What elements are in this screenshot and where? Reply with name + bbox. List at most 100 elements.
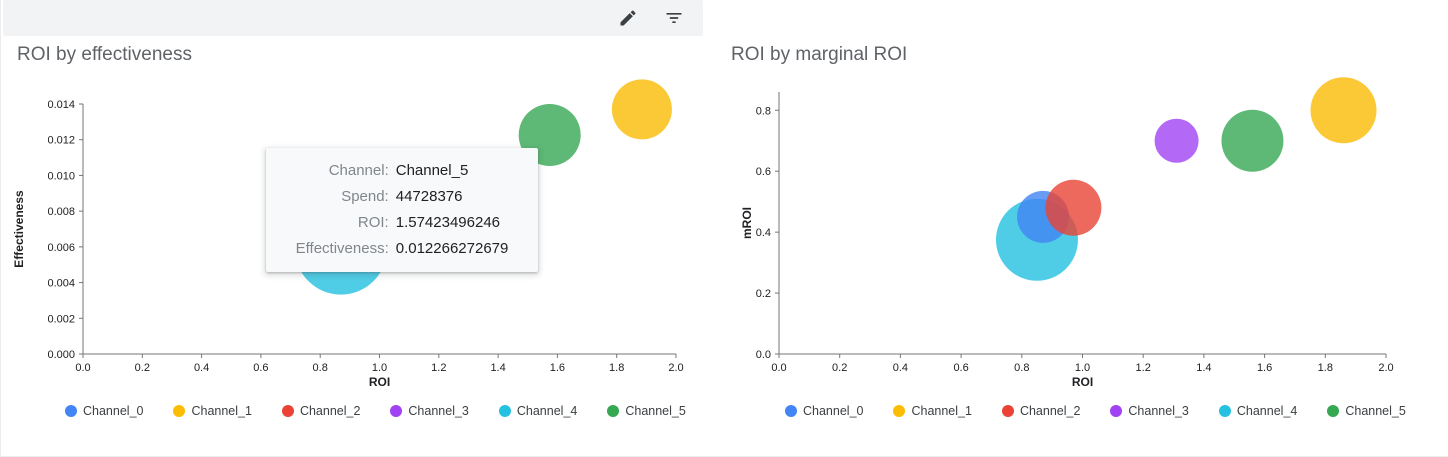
legend-item-Channel_5[interactable]: Channel_5	[607, 404, 686, 418]
legend-item-Channel_5[interactable]: Channel_5	[1327, 404, 1406, 418]
legend-label: Channel_2	[299, 404, 361, 418]
x-tick-label: 1.8	[1318, 362, 1333, 374]
x-tick-label: 1.6	[550, 362, 565, 374]
legend-label: Channel_5	[625, 404, 686, 418]
legend-item-Channel_3[interactable]: Channel_3	[1110, 404, 1189, 418]
legend-label: Channel_4	[516, 404, 578, 418]
x-tick-label: 2.0	[1378, 362, 1393, 374]
x-tick-label: 0.0	[75, 362, 90, 374]
x-tick-label: 1.0	[1075, 362, 1090, 374]
bubble-Channel_2[interactable]	[1045, 179, 1102, 236]
y-axis-label: mROI	[740, 207, 754, 239]
y-tick-label: 0.014	[47, 99, 75, 111]
tooltip-value: 0.012266272679	[395, 240, 509, 257]
legend-dot	[281, 405, 294, 417]
legend-dot	[1110, 405, 1123, 417]
edit-icon	[620, 10, 636, 26]
legend-item-Channel_1[interactable]: Channel_1	[893, 404, 972, 418]
legend-label: Channel_2	[1019, 404, 1081, 418]
filter-icon	[666, 13, 682, 23]
legend-item-Channel_0[interactable]: Channel_0	[785, 404, 863, 418]
x-tick-label: 1.8	[609, 362, 624, 374]
x-tick-label: 1.2	[431, 362, 446, 374]
x-tick-label: 0.0	[771, 362, 786, 374]
x-tick-label: 0.2	[832, 362, 847, 374]
y-tick-label: 0.004	[47, 278, 75, 290]
x-tick-label: 0.4	[194, 362, 209, 374]
bubble-Channel_3[interactable]	[1154, 118, 1199, 163]
legend-dot	[1327, 405, 1340, 417]
tooltip-value: 44728376	[395, 188, 463, 205]
x-tick-label: 0.6	[253, 362, 268, 374]
legend-label: Channel_1	[191, 404, 252, 418]
x-axis-label: ROI	[369, 375, 390, 389]
y-tick-label: 0.4	[756, 227, 771, 239]
chart-tooltip: Channel: Channel_5 Spend: 44728376 ROI: 1.574…	[266, 148, 538, 272]
y-tick-label: 0.012	[47, 135, 75, 147]
chart-title-effectiveness: ROI by effectiveness	[17, 44, 192, 65]
y-tick-label: 0.002	[47, 313, 75, 325]
x-tick-label: 1.4	[1196, 362, 1211, 374]
legend-item-Channel_2[interactable]: Channel_2	[1001, 404, 1081, 418]
legend-item-Channel_1[interactable]: Channel_1	[173, 404, 252, 418]
y-tick-label: 0.6	[756, 166, 771, 178]
tooltip-label: ROI:	[357, 214, 389, 231]
y-tick-label: 0.2	[756, 288, 771, 300]
legend-effectiveness: Channel_0 Channel_1 Channel_2 Channel_3 Chan…	[65, 404, 713, 418]
legend-label: Channel_0	[83, 404, 144, 418]
legend-dot	[1218, 405, 1231, 417]
tooltip-label: Spend:	[341, 188, 389, 205]
legend-label: Channel_4	[1236, 404, 1298, 418]
legend-item-Channel_4[interactable]: Channel_4	[1218, 404, 1298, 418]
y-tick-label: 0.010	[47, 170, 75, 182]
x-tick-label: 2.0	[668, 362, 683, 374]
legend-label: Channel_1	[911, 404, 972, 418]
legend-dot	[1001, 405, 1014, 417]
legend-label: Channel_3	[1128, 404, 1189, 418]
legend-dot	[893, 405, 906, 417]
legend-item-Channel_0[interactable]: Channel_0	[65, 404, 143, 418]
legend-label: Channel_5	[1345, 404, 1406, 418]
edit-button[interactable]	[615, 5, 641, 31]
chart-title-mroi: ROI by marginal ROI	[731, 44, 908, 65]
x-tick-label: 0.2	[135, 362, 150, 374]
bubble-Channel_1[interactable]	[611, 79, 672, 140]
bubble-Channel_5[interactable]	[1221, 109, 1284, 172]
filter-button[interactable]	[661, 5, 687, 31]
roi-by-marginal-roi-chart[interactable]: 0.0 0.2 0.4 0.6 0.8 1.0 1.2 1.4 1.6 1.8 2.0 0.0 0.2 0…	[737, 72, 1437, 392]
legend-label: Channel_0	[803, 404, 864, 418]
legend-dot	[607, 405, 620, 417]
legend-dot	[498, 405, 511, 417]
bubble-Channel_1[interactable]	[1310, 77, 1377, 144]
legend-dot	[785, 405, 797, 417]
legend-item-Channel_4[interactable]: Channel_4	[498, 404, 578, 418]
x-tick-label: 1.6	[1257, 362, 1272, 374]
y-tick-label: 0.000	[47, 349, 75, 361]
y-axis-label: Effectiveness	[12, 190, 26, 268]
x-tick-label: 0.8	[1014, 362, 1029, 374]
legend-label: Channel_3	[408, 404, 469, 418]
y-tick-label: 0.0	[756, 349, 771, 361]
x-tick-label: 0.6	[953, 362, 968, 374]
roi-by-marginal-roi-card: ROI by marginal ROI 0.0 0.2 0.4 0.6 0.8 1.0 1.…	[715, 42, 1448, 418]
legend-mroi: Channel_0 Channel_1 Channel_2 Channel_3 Chan…	[785, 404, 1448, 418]
roi-by-effectiveness-card: ROI by effectiveness 0.0 0.2 0.4 0.6 0.8 1.0 1…	[1, 42, 713, 418]
x-tick-label: 0.4	[893, 362, 908, 374]
y-tick-label: 0.8	[756, 105, 771, 117]
chart-toolbar	[3, 0, 703, 36]
legend-dot	[65, 405, 77, 417]
tooltip-label: Effectiveness:	[295, 240, 389, 257]
tooltip-value: Channel_5	[395, 162, 469, 179]
legend-dot	[173, 405, 186, 417]
y-tick-label: 0.008	[47, 206, 75, 218]
tooltip-value: 1.57423496246	[395, 214, 501, 231]
legend-item-Channel_3[interactable]: Channel_3	[390, 404, 469, 418]
y-tick-label: 0.006	[47, 242, 75, 254]
x-tick-label: 1.2	[1136, 362, 1151, 374]
legend-dot	[390, 405, 403, 417]
legend-item-Channel_2[interactable]: Channel_2	[281, 404, 361, 418]
x-axis-label: ROI	[1072, 375, 1093, 389]
x-tick-label: 0.8	[313, 362, 328, 374]
x-tick-label: 1.4	[490, 362, 505, 374]
